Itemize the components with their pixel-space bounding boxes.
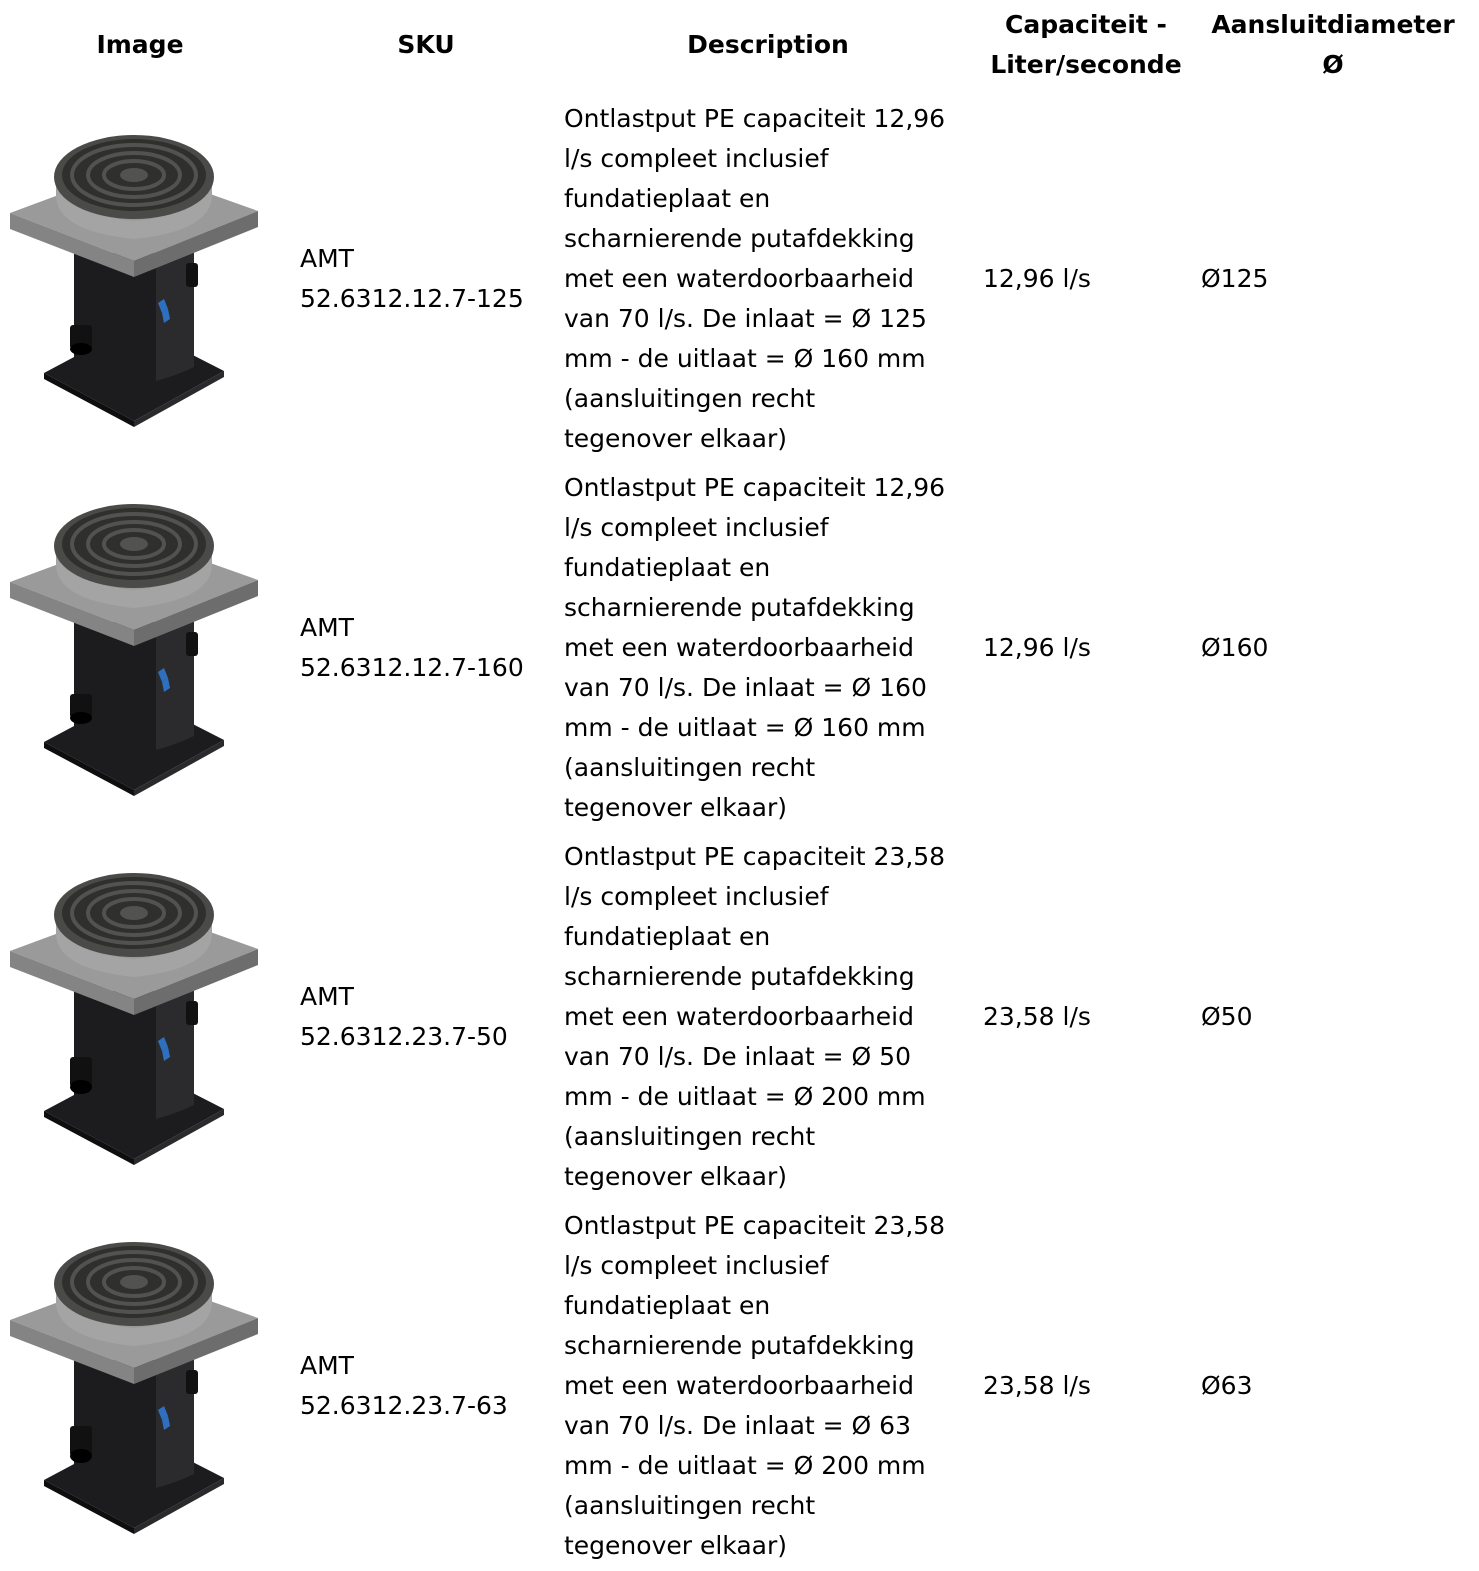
ontlastput-product-icon bbox=[10, 504, 258, 796]
ontlastput-product-icon bbox=[10, 873, 258, 1165]
sku-cell: AMT 52.6312.23.7-50 bbox=[300, 982, 508, 1051]
ontlastput-product-icon bbox=[10, 1242, 258, 1534]
product-image[interactable] bbox=[6, 113, 262, 443]
capacity-cell: 23,58 l/s bbox=[983, 1002, 1091, 1031]
diameter-cell: Ø63 bbox=[1201, 1371, 1253, 1400]
diameter-cell: Ø160 bbox=[1201, 633, 1269, 662]
table-row: AMT 52.6312.12.7-160 Ontlastput PE capac… bbox=[0, 464, 1479, 833]
sku-cell: AMT 52.6312.23.7-63 bbox=[300, 1351, 508, 1420]
product-image[interactable] bbox=[6, 1220, 262, 1550]
description-cell: Ontlastput PE capaciteit 23,58 l/s compl… bbox=[564, 1211, 946, 1560]
capacity-cell: 12,96 l/s bbox=[983, 633, 1091, 662]
description-cell: Ontlastput PE capaciteit 12,96 l/s compl… bbox=[564, 104, 946, 453]
header-sku: SKU bbox=[397, 30, 455, 59]
capacity-cell: 12,96 l/s bbox=[983, 264, 1091, 293]
table-row: AMT 52.6312.23.7-50 Ontlastput PE capaci… bbox=[0, 833, 1479, 1202]
sku-cell: AMT 52.6312.12.7-160 bbox=[300, 613, 524, 682]
table-row: AMT 52.6312.12.7-125 Ontlastput PE capac… bbox=[0, 95, 1479, 464]
sku-cell: AMT 52.6312.12.7-125 bbox=[300, 244, 524, 313]
description-cell: Ontlastput PE capaciteit 23,58 l/s compl… bbox=[564, 842, 946, 1191]
description-cell: Ontlastput PE capaciteit 12,96 l/s compl… bbox=[564, 473, 946, 822]
table-row: AMT 52.6312.23.7-63 Ontlastput PE capaci… bbox=[0, 1202, 1479, 1571]
product-image[interactable] bbox=[6, 482, 262, 812]
capacity-cell: 23,58 l/s bbox=[983, 1371, 1091, 1400]
table-header: Image SKU Description Capaciteit - Liter… bbox=[0, 0, 1479, 90]
header-description: Description bbox=[687, 30, 849, 59]
diameter-cell: Ø50 bbox=[1201, 1002, 1253, 1031]
ontlastput-product-icon bbox=[10, 135, 258, 427]
header-image: Image bbox=[96, 30, 184, 59]
product-image[interactable] bbox=[6, 851, 262, 1181]
header-capacity: Capaciteit - Liter/seconde bbox=[990, 10, 1182, 79]
header-diameter: Aansluitdiameter Ø bbox=[1211, 10, 1455, 79]
diameter-cell: Ø125 bbox=[1201, 264, 1269, 293]
